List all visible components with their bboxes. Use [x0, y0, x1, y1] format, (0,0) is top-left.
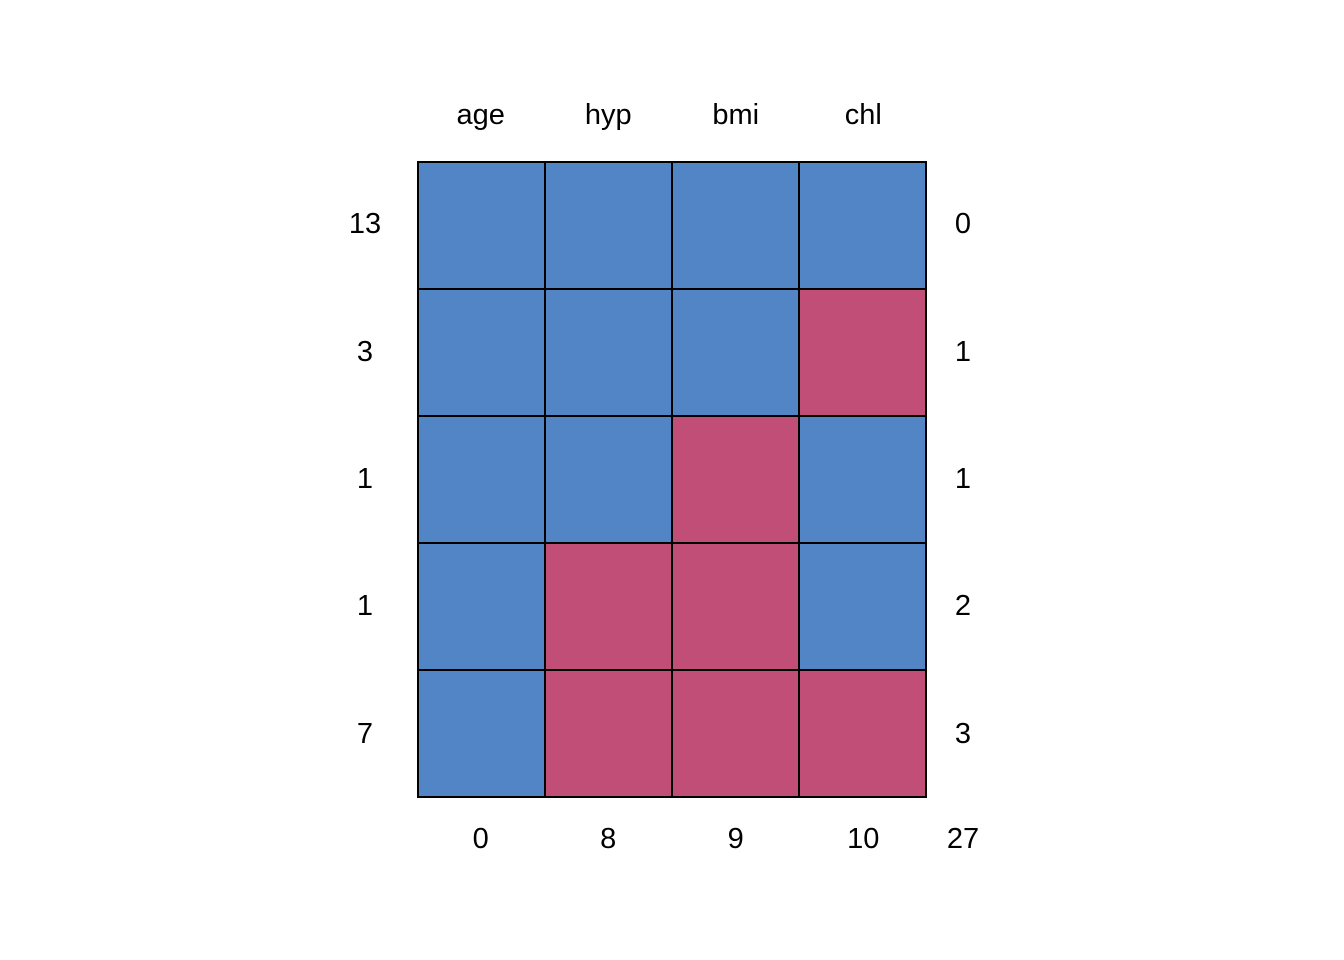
row-count-label: 7 — [356, 717, 374, 750]
row-missing-labels: 0 1 1 2 3 — [914, 161, 1012, 798]
pattern-cell-missing — [673, 417, 798, 542]
pattern-cell-missing — [800, 290, 925, 415]
column-missing-total: 9 — [727, 823, 744, 855]
pattern-cell-missing — [673, 544, 798, 669]
column-header-chl: chl — [844, 99, 882, 131]
row-count-labels: 13 3 1 1 7 — [316, 161, 414, 798]
column-header-hyp: hyp — [584, 99, 632, 131]
row-missing-label: 2 — [954, 590, 972, 623]
column-missing-total: 10 — [847, 823, 880, 855]
column-headers: age hyp bmi chl — [417, 96, 927, 134]
row-count-label: 3 — [356, 335, 374, 368]
row-missing-label: 1 — [954, 462, 972, 495]
pattern-cell-missing — [546, 544, 671, 669]
pattern-cell-observed — [800, 417, 925, 542]
pattern-cell-observed — [419, 544, 544, 669]
row-count-label: 1 — [356, 590, 374, 623]
row-missing-label: 3 — [954, 717, 972, 750]
pattern-cell-observed — [546, 163, 671, 288]
pattern-cell-missing — [546, 671, 671, 796]
total-missing-label: 27 — [946, 823, 980, 855]
pattern-grid — [417, 161, 927, 798]
column-header-age: age — [456, 99, 505, 131]
pattern-cell-observed — [546, 417, 671, 542]
pattern-cell-observed — [673, 163, 798, 288]
column-missing-totals: 0 8 9 10 — [417, 820, 927, 858]
row-count-label: 13 — [348, 208, 382, 241]
column-missing-total: 0 — [472, 823, 489, 855]
row-missing-label: 0 — [954, 208, 972, 241]
pattern-cell-observed — [419, 417, 544, 542]
pattern-cell-missing — [800, 671, 925, 796]
pattern-cell-observed — [419, 163, 544, 288]
pattern-cell-observed — [419, 671, 544, 796]
pattern-cell-observed — [673, 290, 798, 415]
column-header-bmi: bmi — [712, 99, 760, 131]
pattern-cell-observed — [800, 544, 925, 669]
pattern-cell-observed — [800, 163, 925, 288]
column-missing-total: 8 — [600, 823, 617, 855]
pattern-cell-observed — [419, 290, 544, 415]
pattern-cell-missing — [673, 671, 798, 796]
row-missing-label: 1 — [954, 335, 972, 368]
pattern-cell-observed — [546, 290, 671, 415]
row-count-label: 1 — [356, 462, 374, 495]
